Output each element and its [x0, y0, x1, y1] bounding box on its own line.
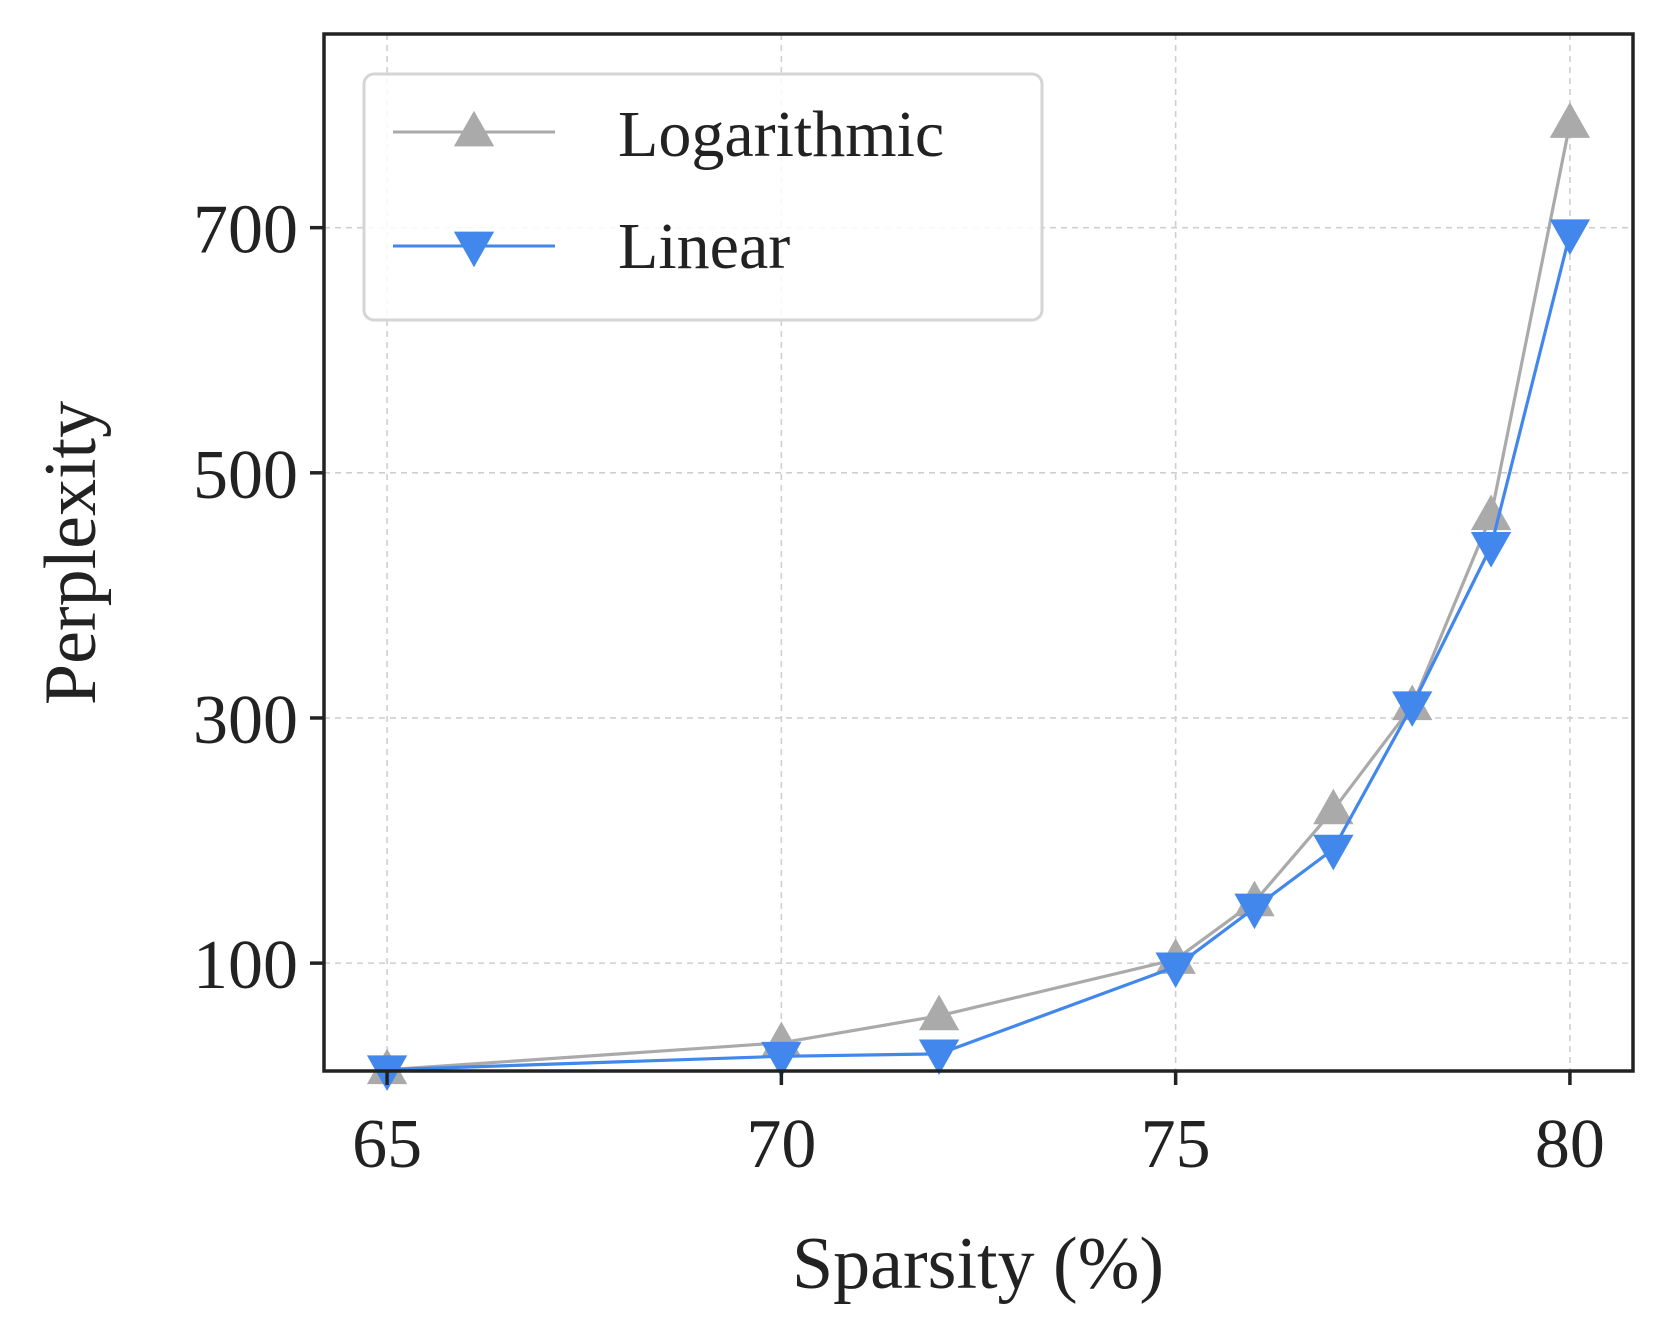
- data-point-logarithmic: [1313, 788, 1354, 825]
- y-tick-label: 500: [193, 437, 298, 514]
- legend-box: [362, 72, 1044, 322]
- data-point-linear: [761, 1041, 802, 1078]
- x-tick-label: 80: [1535, 1106, 1605, 1183]
- plot-frame: [322, 32, 1635, 1073]
- legend-entry-linear: Linear: [393, 210, 790, 283]
- data-point-linear: [1155, 952, 1196, 989]
- series-line-linear: [387, 233, 1572, 1072]
- y-tick-label: 700: [193, 192, 298, 269]
- data-point-linear: [1470, 532, 1512, 568]
- data-point-logarithmic: [918, 994, 960, 1031]
- data-point-linear: [1313, 834, 1354, 871]
- legend-marker-linear: [453, 231, 495, 268]
- data-point-linear: [1549, 219, 1591, 256]
- data-point-linear: [1392, 691, 1433, 727]
- ticks: 65 70 75 80 100 300 500 700: [193, 192, 1605, 1183]
- x-tick-label: 70: [746, 1106, 816, 1183]
- x-tick-label: 65: [352, 1106, 422, 1183]
- data-point-logarithmic: [1549, 102, 1591, 138]
- legend-entry-logarithmic: Logarithmic: [393, 98, 944, 171]
- legend: Logarithmic Linear: [362, 72, 1044, 322]
- data-point-logarithmic: [1470, 494, 1512, 531]
- data-point-linear: [1234, 893, 1275, 930]
- x-tick-label: 75: [1141, 1106, 1211, 1183]
- legend-label-linear: Linear: [618, 210, 790, 283]
- y-tick-label: 100: [193, 927, 298, 1004]
- data-point-linear: [918, 1039, 960, 1076]
- series-linear: [366, 219, 1591, 1091]
- y-tick-label: 300: [193, 682, 298, 759]
- x-axis-label: Sparsity (%): [792, 1223, 1164, 1305]
- series-group: [366, 102, 1591, 1091]
- legend-marker-logarithmic: [453, 110, 495, 147]
- y-axis-label: Perplexity: [30, 401, 112, 705]
- legend-label-logarithmic: Logarithmic: [618, 98, 944, 171]
